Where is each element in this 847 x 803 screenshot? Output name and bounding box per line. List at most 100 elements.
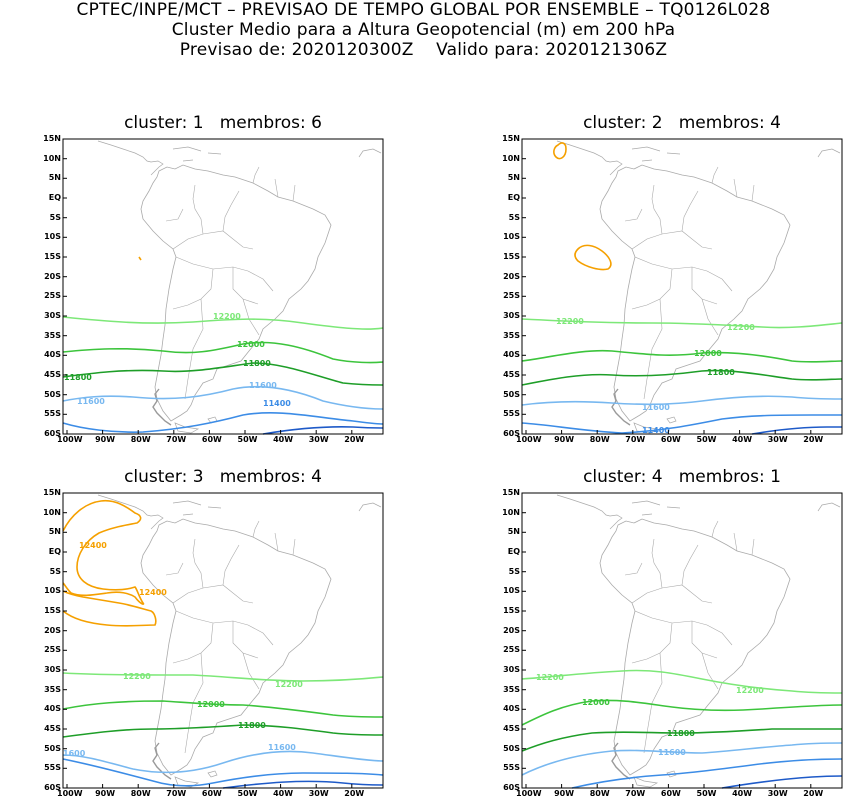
label-11400: 11400 <box>642 426 670 435</box>
lat-tick-label: 60S <box>44 429 61 438</box>
contour-12000 <box>62 700 384 718</box>
map-frame <box>521 492 843 789</box>
lon-tick-label: 50W <box>237 435 258 444</box>
map-frame <box>62 492 384 789</box>
lat-tick-label: EQ <box>507 547 520 556</box>
map-panel-3: 12400 12400 12200 12200 12000 11800 1160… <box>62 492 384 789</box>
lat-tick-label: 20S <box>44 625 61 635</box>
lat-tick-label: 45S <box>44 724 61 733</box>
header-line-3: Previsao de: 2020120300Z Valido para: 20… <box>179 40 668 60</box>
lat-tick-label: 30S <box>503 665 520 674</box>
label-11800: 11800 <box>667 729 695 738</box>
lon-tick-label: 100W <box>57 435 83 444</box>
label-11600-a: 11600 <box>77 397 105 406</box>
label-12200-b: 12200 <box>736 686 764 695</box>
contour-12400-a <box>62 499 145 605</box>
lat-tick-label: 15S <box>503 606 520 615</box>
label-11800: 11800 <box>238 721 266 730</box>
land-outline <box>97 140 382 434</box>
contour-11600 <box>62 385 384 410</box>
header-line-1: CPTEC/INPE/MCT – PREVISAO DE TEMPO GLOBA… <box>76 0 771 20</box>
lat-tick-label: 15S <box>503 252 520 261</box>
label-12000: 12000 <box>582 698 610 707</box>
label-11600: 11600 <box>642 403 670 412</box>
lat-tick-label: 30S <box>503 311 520 320</box>
contour-12400-speck <box>138 256 142 261</box>
lon-tick-label: 20W <box>803 789 824 798</box>
lon-tick-label: 20W <box>344 435 365 444</box>
lat-tick-label: 10N <box>502 507 520 517</box>
lat-tick-label: 60S <box>503 783 520 792</box>
contour-11400 <box>62 412 384 433</box>
lon-tick-label: 100W <box>57 789 83 798</box>
label-12200-a: 12200 <box>556 317 584 326</box>
label-12400-b: 12400 <box>139 588 167 597</box>
lon-tick-label: 60W <box>660 435 681 444</box>
lat-tick-label: 15S <box>44 606 61 615</box>
contour-12200 <box>62 672 384 682</box>
lat-tick-label: 25S <box>503 645 520 655</box>
lon-tick-label: 90W <box>95 435 116 444</box>
lat-tick-label: EQ <box>48 547 61 556</box>
lon-tick-label: 40W <box>732 789 753 798</box>
lat-tick-label: 20S <box>503 625 520 635</box>
contour-11600 <box>521 742 843 776</box>
label-11800-b: 11800 <box>243 359 271 368</box>
panel-4-title: cluster: 4 membros: 1 <box>583 467 781 487</box>
contour-11800 <box>521 728 842 752</box>
lat-tick-label: 30S <box>44 311 61 320</box>
contour-12400-b <box>574 244 612 271</box>
label-12000: 12000 <box>694 349 722 358</box>
lon-tick-label: 40W <box>732 435 753 444</box>
lat-tick-label: 15N <box>43 134 61 143</box>
label-11600: 11600 <box>658 748 686 757</box>
contour-11400 <box>521 414 842 434</box>
lat-tick-label: 10S <box>44 232 61 242</box>
lon-tick-label: 50W <box>696 435 717 444</box>
lat-tick-label: 10N <box>43 153 61 163</box>
panel-2-title: cluster: 2 membros: 4 <box>583 113 781 133</box>
lon-tick-label: 70W <box>625 789 646 798</box>
lat-tick-label: EQ <box>48 193 61 202</box>
lat-tick-label: 15S <box>44 252 61 261</box>
contour-12200 <box>521 669 843 694</box>
map-panel-2: 12200 12200 12000 11800 11600 11400 <box>521 138 843 435</box>
lat-tick-label: 55S <box>503 763 520 773</box>
lat-tick-label: 5N <box>507 173 520 183</box>
lat-tick-label: 45S <box>44 370 61 379</box>
map-frame <box>521 138 843 435</box>
lat-tick-label: 35S <box>44 684 61 694</box>
contour-11800 <box>62 724 384 738</box>
lat-tick-label: 60S <box>503 429 520 438</box>
lat-tick-label: 10N <box>43 507 61 517</box>
lat-tick-label: 5S <box>49 212 61 222</box>
contour-11200 <box>262 426 384 435</box>
lon-tick-label: 70W <box>166 435 187 444</box>
lat-tick-label: 45S <box>503 370 520 379</box>
lon-tick-label: 30W <box>767 789 788 798</box>
lat-tick-label: 55S <box>503 409 520 419</box>
lat-tick-label: 40S <box>44 704 61 714</box>
lon-tick-label: 60W <box>201 789 222 798</box>
lat-tick-label: 50S <box>503 389 520 399</box>
lat-tick-label: 25S <box>503 291 520 301</box>
label-12000: 12000 <box>237 340 265 349</box>
lat-tick-label: 55S <box>44 763 61 773</box>
lat-tick-label: 40S <box>44 350 61 360</box>
lon-tick-label: 50W <box>696 789 717 798</box>
lat-tick-label: 50S <box>44 389 61 399</box>
lat-tick-label: 5S <box>508 212 520 222</box>
lon-tick-label: 40W <box>273 789 294 798</box>
lat-tick-label: 5S <box>49 566 61 576</box>
lon-tick-label: 100W <box>516 789 542 798</box>
label-11600-b: 1600 <box>63 749 86 758</box>
contour-12200 <box>521 318 843 329</box>
lat-tick-label: 10S <box>503 586 520 596</box>
lon-tick-label: 90W <box>554 789 575 798</box>
lat-tick-label: 25S <box>44 291 61 301</box>
label-12000: 12000 <box>197 700 225 709</box>
land-outline <box>556 494 841 788</box>
contour-11600 <box>521 395 843 406</box>
contour-12400-a <box>553 142 567 160</box>
label-11800: 11800 <box>707 368 735 377</box>
